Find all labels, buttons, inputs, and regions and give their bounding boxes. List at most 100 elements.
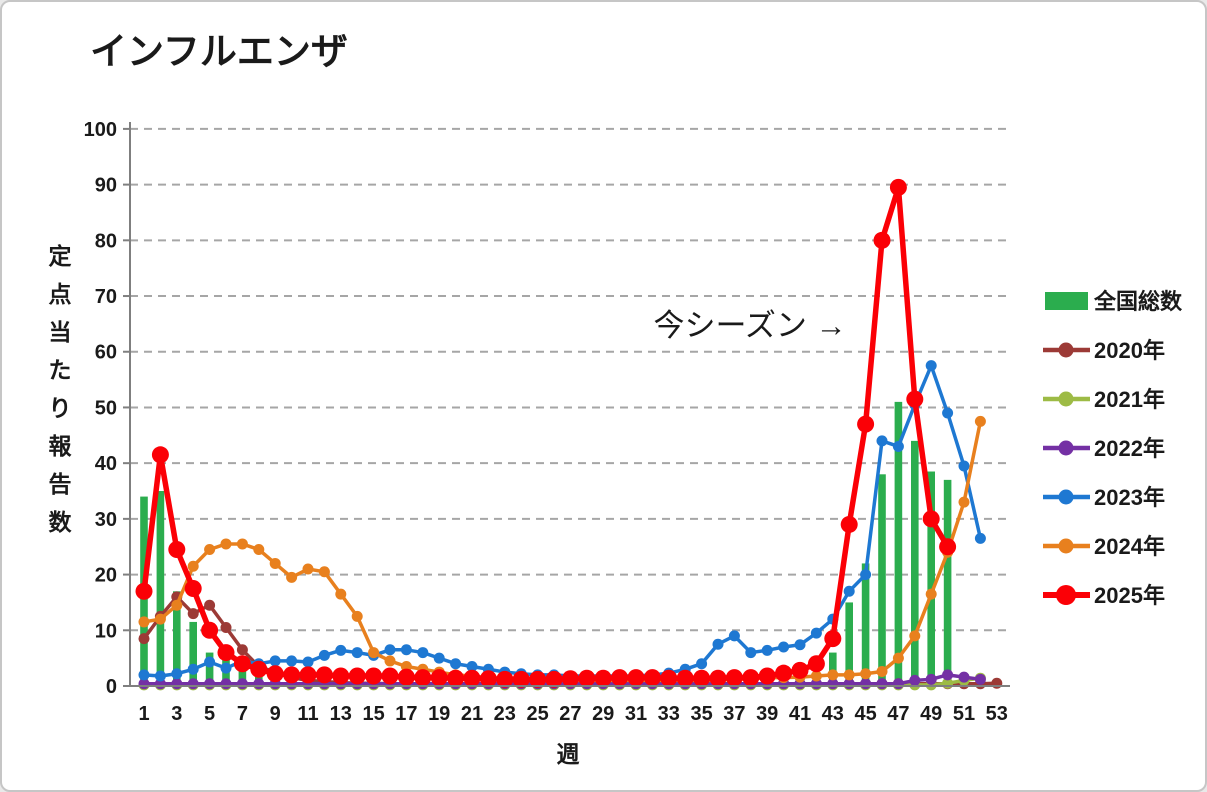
data-point [594, 669, 612, 687]
bar-week-46 [878, 474, 886, 686]
data-point [220, 622, 232, 634]
data-point [660, 669, 678, 687]
data-point [958, 496, 970, 508]
x-tick-label-49: 49 [920, 703, 942, 725]
legend-item-2021年: 2021年 [1043, 387, 1165, 412]
data-point [201, 621, 219, 639]
data-point [463, 669, 481, 687]
legend-label: 2025年 [1094, 583, 1165, 608]
x-tick-label-13: 13 [330, 703, 352, 725]
series-line [143, 421, 983, 683]
data-point [860, 569, 872, 581]
data-point [318, 566, 330, 578]
data-point [171, 599, 183, 611]
data-point [171, 678, 183, 690]
data-point [335, 588, 347, 600]
data-point [253, 678, 265, 690]
data-point [906, 390, 924, 408]
data-point [236, 678, 248, 690]
data-point [807, 655, 825, 673]
data-point [909, 674, 921, 686]
y-axis-title-char: た [49, 357, 72, 383]
y-tick-label-90: 90 [95, 175, 117, 197]
x-tick-label-41: 41 [789, 703, 811, 725]
data-point [761, 644, 773, 656]
y-axis-title-char: 数 [49, 509, 73, 535]
y-axis-title-char: 当 [49, 319, 72, 345]
data-point [217, 644, 235, 662]
data-point [414, 669, 432, 687]
data-point [351, 610, 363, 622]
x-tick-label-43: 43 [822, 703, 844, 725]
data-point [154, 613, 166, 625]
x-tick-label-35: 35 [690, 703, 712, 725]
x-tick-label-17: 17 [395, 703, 417, 725]
x-tick-label-11: 11 [297, 703, 318, 725]
data-point [351, 647, 363, 659]
data-point [138, 669, 150, 681]
data-point [187, 608, 199, 620]
data-point [138, 633, 150, 645]
data-point [857, 415, 875, 433]
x-tick-label-15: 15 [362, 703, 384, 725]
x-tick-label-33: 33 [658, 703, 680, 725]
data-point [151, 446, 169, 464]
data-point [958, 671, 970, 683]
y-tick-label-50: 50 [95, 397, 117, 419]
data-point [974, 532, 986, 544]
bar-week-5 [205, 652, 214, 686]
data-point [643, 669, 661, 687]
series-line [143, 363, 983, 678]
data-point [233, 655, 251, 673]
legend-item-2023年: 2023年 [1043, 485, 1165, 510]
data-point [860, 678, 872, 690]
legend: 全国総数 2020年 2021年 2022年 2023年 2024年 2025年 [1043, 289, 1183, 608]
y-axis-title-char: 報 [49, 433, 73, 459]
bar-week-44 [845, 602, 853, 686]
data-point [611, 669, 629, 687]
data-point [187, 560, 199, 572]
chart-title: インフルエンザ [90, 31, 348, 72]
legend-marker-icon [1056, 585, 1076, 605]
data-point [417, 647, 429, 659]
data-point [348, 667, 366, 685]
series-line [144, 673, 981, 686]
data-point [335, 644, 347, 656]
legend-marker-icon [1058, 440, 1074, 456]
data-point [775, 664, 793, 682]
data-point [860, 668, 872, 680]
x-tick-label-23: 23 [494, 703, 516, 725]
data-point [922, 510, 940, 528]
legend-item-2024年: 2024年 [1043, 534, 1165, 559]
legend-item-全国総数: 全国総数 [1045, 289, 1183, 314]
data-point [758, 667, 776, 685]
data-point [384, 655, 396, 667]
data-point [909, 630, 921, 642]
x-tick-label-25: 25 [526, 703, 548, 725]
data-point [384, 644, 396, 656]
data-point [450, 658, 462, 670]
legend-label: 全国総数 [1093, 289, 1183, 314]
legend-marker-icon [1058, 489, 1074, 505]
data-point [315, 666, 333, 684]
data-point [184, 580, 202, 598]
data-point [873, 231, 891, 249]
data-point [925, 588, 937, 600]
legend-bar-swatch-icon [1045, 292, 1088, 310]
y-tick-label-60: 60 [95, 342, 117, 364]
y-axis-tick-labels: 0 10 20 30 40 50 60 70 80 90 100 [84, 119, 117, 698]
y-tick-label-30: 30 [95, 509, 117, 531]
series-line [141, 184, 950, 683]
data-point [892, 440, 904, 452]
data-point [512, 670, 530, 688]
x-tick-label-7: 7 [237, 703, 248, 725]
data-point [810, 670, 822, 682]
data-point [204, 678, 216, 690]
data-point [299, 666, 317, 684]
y-axis-title-char: 点 [49, 281, 72, 307]
y-axis-title-char: 告 [49, 471, 72, 497]
data-point [840, 515, 858, 533]
x-tick-label-39: 39 [756, 703, 778, 725]
y-tick-label-20: 20 [95, 565, 117, 587]
